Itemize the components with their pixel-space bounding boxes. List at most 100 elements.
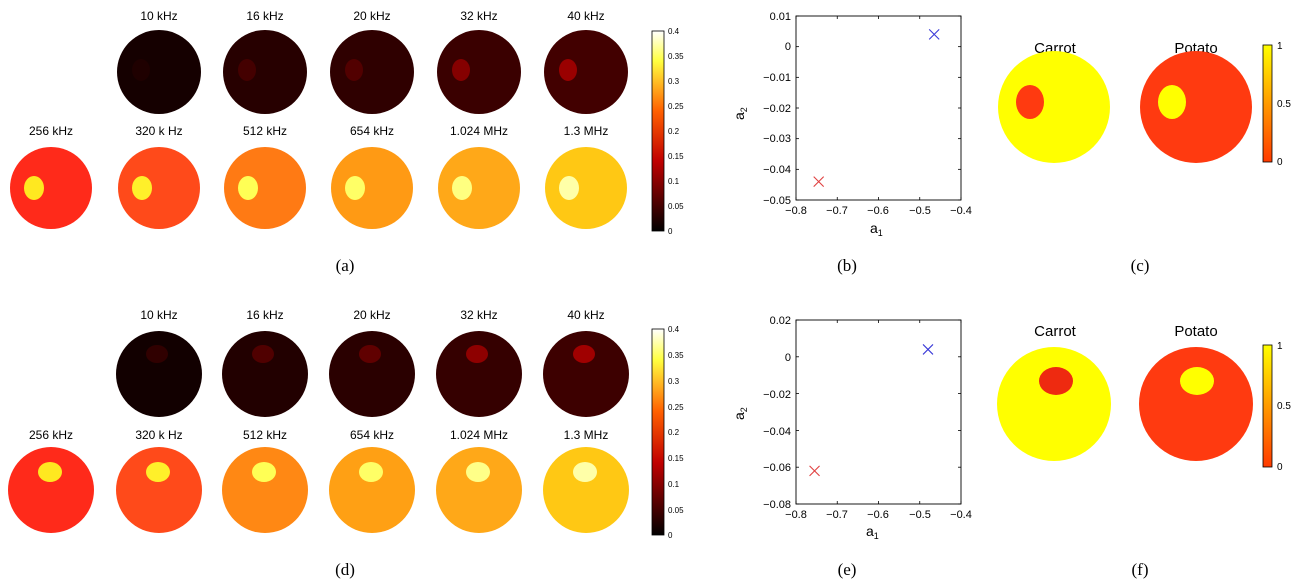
material-label-carrot: Carrot	[1034, 323, 1077, 340]
caption-c: (c)	[1131, 256, 1150, 275]
conductivity-image	[117, 30, 201, 114]
inclusion-blob	[24, 176, 44, 200]
y-tick-label: −0.04	[763, 426, 791, 438]
conductivity-image	[331, 147, 413, 229]
x-tick-label: −0.8	[785, 509, 807, 521]
carrot-map	[998, 51, 1110, 163]
conductivity-image	[329, 447, 415, 533]
y-tick-label: −0.08	[763, 499, 791, 511]
freq-label: 32 kHz	[460, 9, 497, 23]
caption-d: (d)	[335, 560, 355, 579]
y-tick-label: 0.01	[770, 11, 791, 23]
potato-region	[1158, 85, 1186, 119]
inclusion-blob	[345, 176, 365, 200]
x-axis-label: a1	[866, 523, 879, 541]
conductivity-image	[436, 331, 522, 417]
inclusion-blob	[573, 462, 597, 482]
freq-label-row1: 10 kHz 16 kHz 20 kHz 32 kHz 40 kHz	[140, 9, 604, 23]
panel-a: 10 kHz 16 kHz 20 kHz 32 kHz 40 kHz 256 k…	[10, 9, 684, 275]
colorbar-tick: 0.15	[668, 454, 684, 463]
freq-label-row1: 10 kHz 16 kHz 20 kHz 32 kHz 40 kHz	[140, 308, 604, 322]
conductivity-image	[116, 331, 202, 417]
conductivity-image	[10, 147, 92, 229]
inclusion-blob	[452, 59, 470, 81]
inclusion-blob	[252, 462, 276, 482]
inclusion-blob	[238, 176, 258, 200]
colorbar-tick: 0.1	[668, 480, 680, 489]
x-tick-label: −0.4	[950, 509, 972, 521]
scatter-point-x-marker	[922, 344, 934, 355]
panel-e: 0.02 0 −0.02 −0.04 −0.06 −0.08 −0.8 −0.7…	[731, 315, 972, 579]
colorbar-tick: 0.5	[1277, 401, 1291, 412]
conductivity-image	[8, 447, 94, 533]
x-tick-label: −0.4	[950, 205, 972, 217]
inclusion-blob	[359, 345, 381, 363]
freq-label: 1.3 MHz	[564, 124, 609, 138]
y-tick-label: −0.06	[763, 462, 791, 474]
freq-label: 16 kHz	[246, 9, 283, 23]
panel-d: 10 kHz 16 kHz 20 kHz 32 kHz 40 kHz 256 k…	[8, 308, 684, 579]
plot-axes	[795, 319, 962, 505]
freq-label: 10 kHz	[140, 9, 177, 23]
colorbar	[1262, 44, 1273, 163]
colorbar-tick: 0	[1277, 157, 1283, 168]
potato-region	[1180, 367, 1214, 395]
colorbar-tick: 0	[668, 531, 673, 540]
freq-label: 1.024 MHz	[450, 428, 508, 442]
scatter-point-x-marker	[809, 465, 820, 477]
conductivity-image	[222, 331, 308, 417]
colorbar	[651, 328, 665, 536]
x-axis-label: a1	[870, 220, 883, 238]
freq-label-row2: 256 kHz 320 k Hz 512 kHz 654 kHz 1.024 M…	[29, 428, 608, 442]
freq-label: 20 kHz	[353, 9, 390, 23]
y-tick-label: −0.02	[763, 103, 791, 115]
colorbar-tick: 0.5	[1277, 99, 1291, 110]
potato-map	[1140, 51, 1252, 163]
conductivity-image	[437, 30, 521, 114]
caption-f: (f)	[1132, 560, 1149, 579]
y-tick-label: 0.02	[770, 315, 791, 327]
freq-label: 256 kHz	[29, 124, 73, 138]
colorbar-tick: 0.35	[668, 52, 684, 61]
y-tick-label: 0	[785, 41, 791, 53]
conductivity-image	[544, 30, 628, 114]
caption-b: (b)	[837, 256, 857, 275]
colorbar-tick: 0.15	[668, 152, 684, 161]
inclusion-blob	[238, 59, 256, 81]
colorbar-tick: 0.4	[668, 325, 680, 334]
caption-e: (e)	[838, 560, 857, 579]
scatter-points	[813, 29, 940, 187]
potato-map	[1139, 347, 1253, 461]
y-tick-label: −0.04	[763, 164, 791, 176]
freq-label: 512 kHz	[243, 428, 287, 442]
inclusion-blob	[146, 345, 168, 363]
x-tick-label: −0.5	[909, 205, 931, 217]
conductivity-image	[329, 331, 415, 417]
colorbar-tick: 0.4	[668, 27, 680, 36]
colorbar-tick: 0.05	[668, 202, 684, 211]
conductivity-image	[545, 147, 627, 229]
conductivity-row2	[10, 147, 627, 229]
freq-label: 1.3 MHz	[564, 428, 609, 442]
colorbar-tick: 0	[668, 227, 673, 236]
conductivity-row2	[8, 447, 629, 533]
freq-label: 654 kHz	[350, 428, 394, 442]
inclusion-blob	[466, 462, 490, 482]
inclusion-blob	[345, 59, 363, 81]
scatter-point-x-marker	[928, 29, 940, 40]
colorbar-tick: 0.25	[668, 102, 684, 111]
conductivity-image	[223, 30, 307, 114]
colorbar	[1262, 344, 1273, 468]
panel-c: Carrot Potato 1 0.5 0 (c)	[998, 40, 1291, 275]
panel-f: Carrot Potato 1 0.5 0 (f)	[997, 323, 1291, 579]
conductivity-image	[222, 447, 308, 533]
inclusion-blob	[38, 462, 62, 482]
freq-label: 1.024 MHz	[450, 124, 508, 138]
x-tick-label: −0.6	[867, 205, 889, 217]
x-tick-label: −0.5	[909, 509, 931, 521]
inclusion-blob	[559, 59, 577, 81]
plot-axes	[795, 15, 962, 201]
conductivity-image	[118, 147, 200, 229]
freq-label: 512 kHz	[243, 124, 287, 138]
